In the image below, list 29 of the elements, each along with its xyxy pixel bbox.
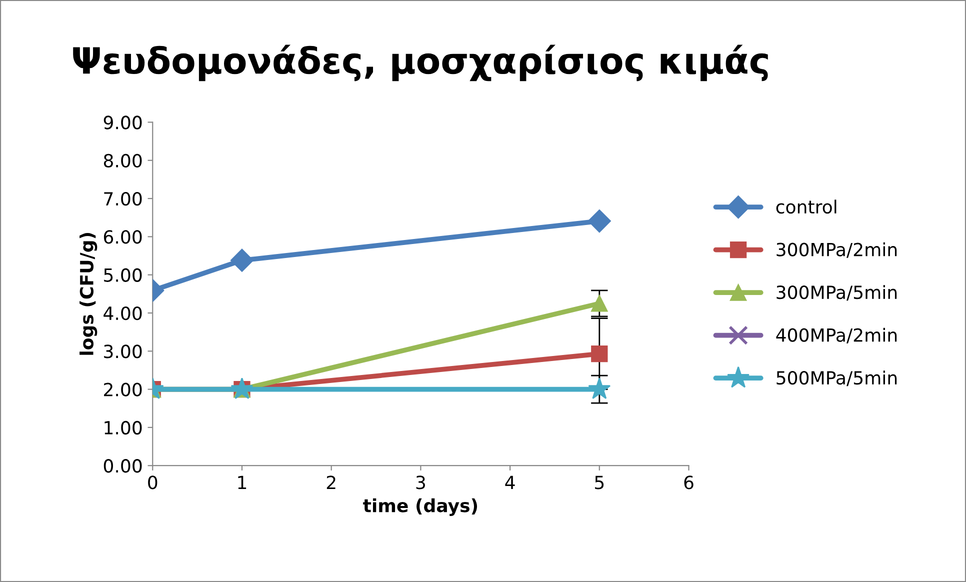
y-axis-title: logs (CFU/g) bbox=[80, 233, 98, 355]
x-tick-label: 0 bbox=[148, 476, 158, 490]
y-tick-label: 9.00 bbox=[104, 116, 142, 130]
legend-label: control bbox=[776, 200, 836, 214]
point bbox=[588, 210, 611, 233]
legend-label: 300MPa/5min bbox=[776, 285, 897, 301]
point bbox=[591, 295, 608, 312]
y-tick-label: 3.00 bbox=[104, 344, 142, 358]
y-tick-label: 6.00 bbox=[104, 230, 142, 244]
y-tick-label: 1.00 bbox=[104, 420, 142, 435]
y-tick-label: 0.00 bbox=[104, 459, 142, 473]
point bbox=[591, 345, 608, 362]
x-tick-label: 3 bbox=[416, 476, 425, 490]
x-tick-label: 1 bbox=[238, 476, 246, 490]
legend-label: 300MPa/2min bbox=[776, 242, 897, 258]
y-tick-label: 4.00 bbox=[104, 306, 142, 320]
x-tick-label: 2 bbox=[326, 476, 336, 490]
x-tick-label: 6 bbox=[684, 476, 694, 490]
x-tick-label: 5 bbox=[595, 476, 604, 490]
y-tick-label: 5.00 bbox=[104, 268, 142, 282]
x-axis-title: time (days) bbox=[363, 498, 478, 516]
y-tick-label: 2.00 bbox=[104, 382, 142, 396]
legend-label: 500MPa/5min bbox=[776, 370, 897, 386]
x-tick-label: 4 bbox=[505, 476, 515, 490]
y-tick-label: 7.00 bbox=[104, 192, 142, 206]
legend-label: 400MPa/2min bbox=[776, 328, 897, 344]
y-tick-label: 8.00 bbox=[104, 154, 142, 168]
point bbox=[588, 377, 611, 399]
chart-title: Ψευδομονάδες, μοσχαρίσιος κιμάς bbox=[73, 44, 768, 82]
